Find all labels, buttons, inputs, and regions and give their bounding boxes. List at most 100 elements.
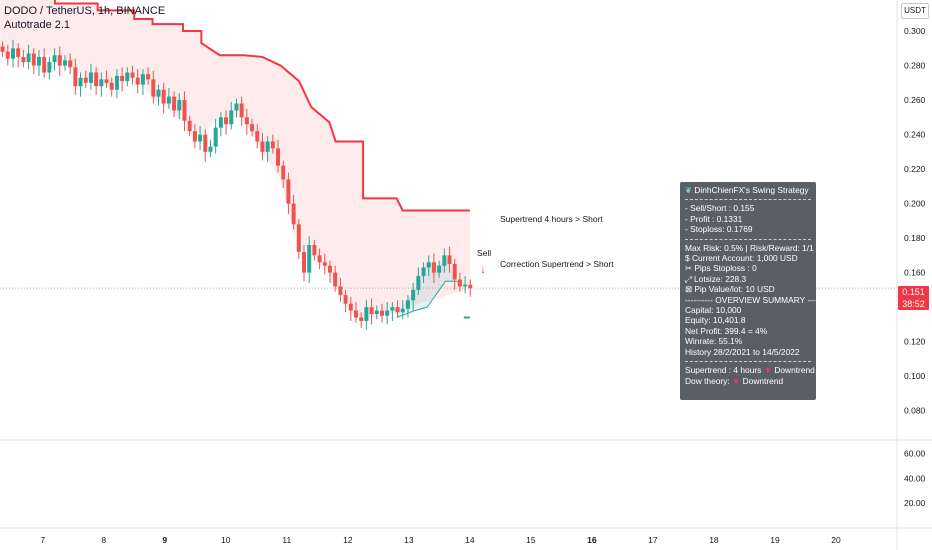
panel-title-row: ❦ DinhChienFX's Swing Strategy bbox=[685, 185, 811, 195]
candle-body bbox=[114, 75, 119, 90]
bar-countdown: 38:52 bbox=[902, 299, 925, 309]
candle-body bbox=[172, 96, 177, 111]
time-tick-label: 19 bbox=[770, 535, 780, 545]
candle-body bbox=[276, 148, 281, 166]
candle-body bbox=[327, 265, 332, 273]
panel-line: ---------- OVERVIEW SUMMARY -------- bbox=[685, 294, 830, 305]
candle-body bbox=[151, 79, 156, 97]
candle-body bbox=[343, 295, 348, 304]
panel-line: ⤢ Lotsize: 228.3 bbox=[685, 273, 747, 284]
supertrend-4h-annotation: Supertrend 4 hours > Short bbox=[500, 214, 603, 224]
candle-body bbox=[374, 310, 379, 315]
symbol-title[interactable]: DODO / TetherUS, 1h, BINANCE bbox=[4, 5, 166, 17]
candle-body bbox=[437, 265, 442, 273]
panel-divider bbox=[685, 199, 811, 201]
candle-body bbox=[302, 251, 307, 273]
panel-line: ✂ Pips Stoploss : 0 bbox=[685, 263, 757, 274]
price-tick-label: 0.100 bbox=[904, 371, 926, 381]
price-tick-label: 0.120 bbox=[904, 337, 926, 347]
candle-body bbox=[156, 89, 161, 97]
candle-body bbox=[265, 141, 270, 152]
panel-line: History 28/2/2021 to 14/5/2022 bbox=[685, 346, 800, 357]
candle-body bbox=[187, 120, 192, 132]
candle-body bbox=[182, 100, 187, 121]
candle-body bbox=[385, 310, 390, 316]
candle-body bbox=[353, 310, 358, 318]
price-tick-label: 0.200 bbox=[904, 199, 926, 209]
candle-body bbox=[224, 117, 229, 125]
candle-body bbox=[120, 75, 125, 82]
lower-tick-label: 20.00 bbox=[904, 498, 926, 508]
candle-body bbox=[192, 131, 197, 142]
current-price-tag: 0.151 38:52 bbox=[898, 286, 929, 310]
strategy-info-panel: ❦ DinhChienFX's Swing Strategy - Sell/Sh… bbox=[680, 182, 830, 400]
indicator-label[interactable]: Autotrade 2.1 bbox=[4, 19, 71, 31]
candle-body bbox=[31, 53, 36, 66]
candle-body bbox=[83, 77, 88, 83]
candle-body bbox=[21, 56, 26, 63]
price-tick-label: 0.180 bbox=[904, 233, 926, 243]
red-triangle-down-icon: ▼ bbox=[732, 375, 741, 386]
candle-body bbox=[140, 74, 145, 85]
candle-body bbox=[239, 103, 244, 118]
candle-body bbox=[379, 310, 384, 316]
price-tick-label: 0.280 bbox=[904, 61, 926, 71]
candle-body bbox=[208, 146, 213, 152]
candle-body bbox=[452, 264, 457, 280]
time-tick-label: 13 bbox=[404, 535, 414, 545]
candle-body bbox=[296, 224, 301, 252]
candle-body bbox=[234, 103, 239, 111]
candle-body bbox=[125, 72, 130, 82]
trend-label: Supertrend : 4 hours bbox=[685, 365, 762, 376]
panel-line: Net Profit: 399.4 = 4% bbox=[685, 325, 768, 336]
candle-body bbox=[457, 279, 462, 287]
candles bbox=[0, 39, 473, 330]
currency-badge[interactable]: USDT bbox=[901, 3, 929, 19]
price-tick-label: 0.160 bbox=[904, 268, 926, 278]
price-tick-label: 0.220 bbox=[904, 164, 926, 174]
candle-body bbox=[104, 79, 109, 83]
candle-body bbox=[36, 56, 41, 66]
leaf-icon: ❦ bbox=[685, 185, 693, 195]
panel-line: $ Current Account: 1,000 USD bbox=[685, 253, 798, 264]
time-tick-label: 16 bbox=[587, 535, 597, 545]
trend-row-supertrend: Supertrend : 4 hours ▼ Downtrend bbox=[685, 365, 815, 376]
panel-line: Equity: 10,401.8 bbox=[685, 315, 746, 326]
time-tick-label: 9 bbox=[162, 535, 167, 545]
time-tick-label: 8 bbox=[101, 535, 106, 545]
time-tick-label: 11 bbox=[282, 535, 291, 545]
sell-arrow-icon: ↓ bbox=[480, 262, 486, 276]
price-tick-label: 0.260 bbox=[904, 95, 926, 105]
time-tick-label: 14 bbox=[465, 535, 475, 545]
candle-body bbox=[42, 56, 47, 73]
candle-body bbox=[47, 62, 52, 73]
candle-body bbox=[146, 74, 151, 80]
trend-row-dow: Dow theory: ▼ Downtrend bbox=[685, 376, 811, 386]
panel-line: Winrate: 55.1% bbox=[685, 336, 743, 347]
time-tick-label: 15 bbox=[526, 535, 536, 545]
indicator-lines bbox=[53, 0, 470, 319]
candle-body bbox=[307, 245, 312, 273]
trend-value: Downtrend bbox=[742, 375, 784, 386]
panel-line: - Sell/Short : 0.155 bbox=[685, 203, 755, 214]
candle-body bbox=[10, 48, 15, 59]
candle-body bbox=[88, 72, 93, 83]
candle-body bbox=[431, 262, 436, 273]
candle-body bbox=[177, 100, 182, 111]
candle-body bbox=[400, 308, 405, 313]
candle-body bbox=[244, 117, 249, 125]
candle-body bbox=[416, 276, 421, 290]
supertrend-4h-line bbox=[53, 0, 470, 212]
current-price-value: 0.151 bbox=[902, 287, 925, 297]
candle-body bbox=[405, 300, 410, 309]
candle-body bbox=[68, 60, 73, 68]
panel-line: Max Risk: 0.5% | Risk/Reward: 1/1 bbox=[685, 242, 814, 253]
panel-line: ⊠ Pip Value/lot: 10 USD bbox=[685, 284, 775, 295]
candle-body bbox=[322, 262, 327, 266]
candle-body bbox=[286, 179, 291, 204]
candle-body bbox=[250, 124, 255, 132]
candle-body bbox=[99, 79, 104, 87]
candle-body bbox=[78, 77, 83, 87]
